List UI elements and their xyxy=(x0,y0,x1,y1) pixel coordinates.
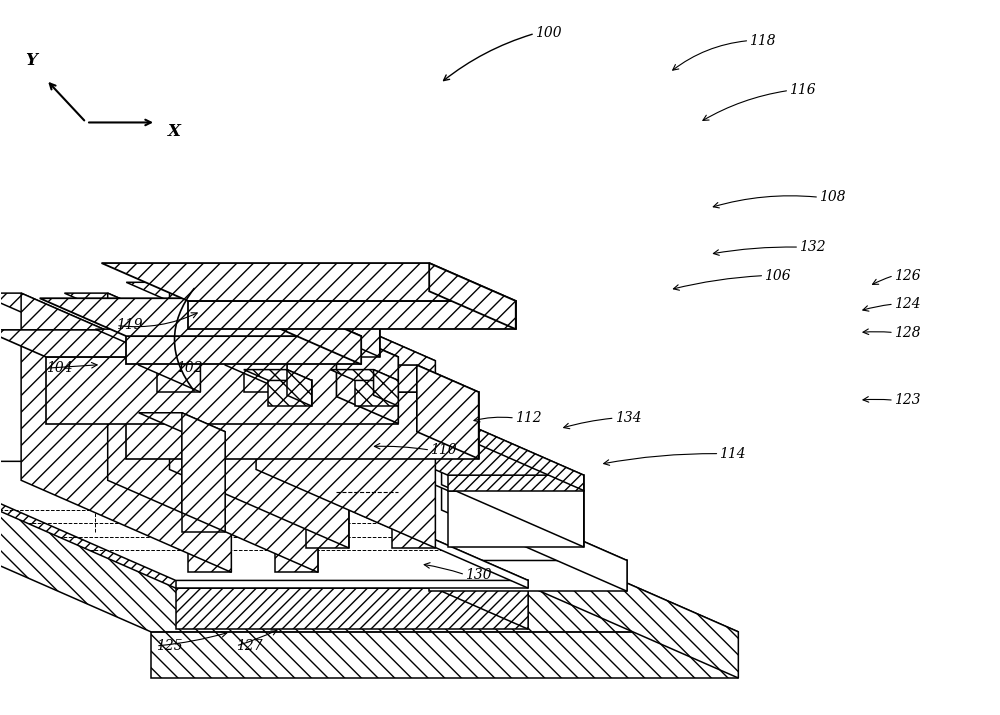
Polygon shape xyxy=(429,263,516,329)
Polygon shape xyxy=(256,469,528,629)
Polygon shape xyxy=(188,385,231,572)
Polygon shape xyxy=(231,294,293,357)
Polygon shape xyxy=(64,365,479,392)
Polygon shape xyxy=(275,298,361,365)
Text: 127: 127 xyxy=(236,639,262,653)
Text: X: X xyxy=(168,122,181,139)
Polygon shape xyxy=(0,469,528,588)
Polygon shape xyxy=(64,293,318,385)
Polygon shape xyxy=(0,293,231,385)
Polygon shape xyxy=(213,282,435,361)
Polygon shape xyxy=(176,588,528,629)
Polygon shape xyxy=(0,330,398,357)
Polygon shape xyxy=(126,392,479,459)
Polygon shape xyxy=(256,461,528,588)
Text: 112: 112 xyxy=(515,411,542,425)
Polygon shape xyxy=(182,413,225,532)
Text: 130: 130 xyxy=(465,568,492,582)
Polygon shape xyxy=(188,294,293,321)
Polygon shape xyxy=(318,294,380,357)
Text: 106: 106 xyxy=(764,269,791,282)
Polygon shape xyxy=(442,479,627,591)
Text: 104: 104 xyxy=(46,361,73,375)
Polygon shape xyxy=(244,356,287,392)
Text: 118: 118 xyxy=(749,34,776,48)
Polygon shape xyxy=(442,428,584,547)
Text: 124: 124 xyxy=(894,297,921,311)
Polygon shape xyxy=(306,428,584,490)
Text: Y: Y xyxy=(25,52,37,69)
Polygon shape xyxy=(306,413,584,475)
Text: 128: 128 xyxy=(894,325,921,340)
Polygon shape xyxy=(244,479,627,561)
Polygon shape xyxy=(182,432,225,532)
Polygon shape xyxy=(429,561,627,591)
Polygon shape xyxy=(330,370,398,380)
Text: 134: 134 xyxy=(615,411,641,425)
Polygon shape xyxy=(126,282,349,361)
Text: 126: 126 xyxy=(894,269,921,282)
Polygon shape xyxy=(392,361,435,548)
Polygon shape xyxy=(336,321,380,357)
Polygon shape xyxy=(417,365,479,459)
Text: 123: 123 xyxy=(894,393,921,408)
Polygon shape xyxy=(256,282,435,548)
Polygon shape xyxy=(151,632,738,678)
Polygon shape xyxy=(102,263,516,301)
Polygon shape xyxy=(287,370,312,406)
Polygon shape xyxy=(0,461,528,581)
Polygon shape xyxy=(268,380,312,406)
Polygon shape xyxy=(448,475,584,490)
Polygon shape xyxy=(126,336,361,365)
Text: 132: 132 xyxy=(799,240,826,254)
Text: 102: 102 xyxy=(176,361,203,375)
Polygon shape xyxy=(275,294,380,321)
Text: 110: 110 xyxy=(430,443,457,457)
Text: 116: 116 xyxy=(789,84,816,97)
Polygon shape xyxy=(188,301,516,329)
Polygon shape xyxy=(139,413,225,432)
Polygon shape xyxy=(0,483,738,632)
Polygon shape xyxy=(225,329,287,392)
Polygon shape xyxy=(275,385,318,572)
Polygon shape xyxy=(306,361,349,548)
Polygon shape xyxy=(374,370,398,406)
Polygon shape xyxy=(244,370,312,380)
Polygon shape xyxy=(40,298,361,336)
Polygon shape xyxy=(398,483,738,678)
Polygon shape xyxy=(21,293,231,572)
Text: 108: 108 xyxy=(819,190,846,204)
Polygon shape xyxy=(139,329,200,392)
Polygon shape xyxy=(176,581,528,588)
Polygon shape xyxy=(336,330,398,423)
Text: 100: 100 xyxy=(535,26,562,41)
Polygon shape xyxy=(250,321,293,357)
Polygon shape xyxy=(95,329,200,356)
Polygon shape xyxy=(355,380,398,406)
Polygon shape xyxy=(182,329,287,356)
Polygon shape xyxy=(46,357,398,423)
Polygon shape xyxy=(442,413,584,490)
Polygon shape xyxy=(108,293,318,572)
Polygon shape xyxy=(157,356,200,392)
Polygon shape xyxy=(448,490,584,547)
Polygon shape xyxy=(170,282,349,548)
Text: 119: 119 xyxy=(116,318,143,332)
Text: 125: 125 xyxy=(156,639,183,653)
Text: 114: 114 xyxy=(719,447,746,460)
